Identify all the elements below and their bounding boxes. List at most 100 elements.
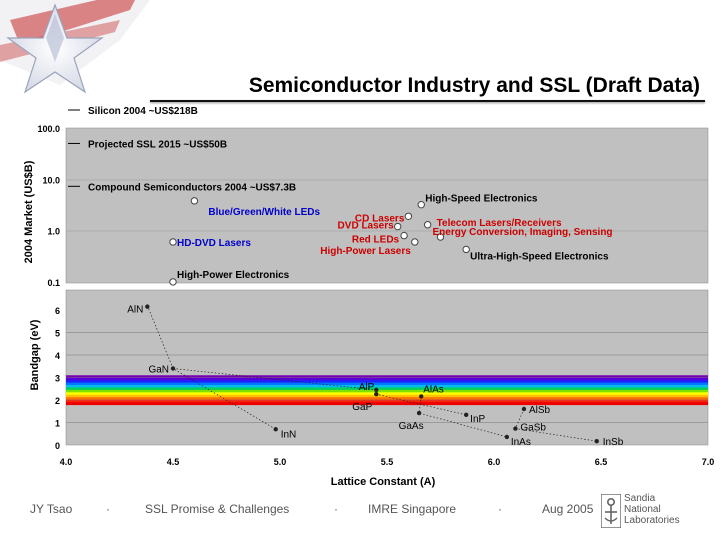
bandgap-point: [374, 387, 379, 393]
market-point-label: Ultra-High-Speed Electronics: [470, 251, 609, 262]
footer-separator: ·: [106, 502, 110, 516]
logo-line: National: [624, 504, 661, 515]
footer-author: JY Tsao: [30, 502, 73, 516]
bandgap-point: [463, 412, 469, 418]
alloy-curve: [418, 396, 507, 438]
market-point: [411, 238, 419, 246]
bandgap-y-tick-label: 1: [55, 419, 60, 429]
spectrum-stripe: [66, 385, 708, 389]
market-point: [404, 212, 413, 220]
market-point: [169, 278, 177, 286]
bandgap-point-label: AlN: [127, 305, 143, 316]
bandgap-x-tick-label: 4.0: [60, 457, 73, 467]
bandgap-point-label: AlSb: [529, 405, 551, 416]
footer-topic: SSL Promise & Challenges: [145, 502, 290, 516]
bandgap-point: [513, 426, 518, 431]
market-y-tick-label: 0.1: [47, 278, 60, 288]
bandgap-y-tick-label: 3: [55, 374, 60, 384]
bandgap-y-tick-label: 0: [55, 441, 60, 451]
market-point-label: Energy Conversion, Imaging, Sensing: [433, 227, 613, 238]
bandgap-x-tick-label: 5.0: [274, 457, 287, 467]
spectrum-stripe: [66, 402, 708, 406]
bandgap-point-label: InN: [281, 429, 297, 440]
market-y-tick-label: 1.0: [47, 227, 60, 237]
visible-spectrum-band: [66, 375, 708, 406]
bandgap-point-label: InSb: [603, 437, 624, 448]
reference-line-label: Projected SSL 2015 ~US$50B: [88, 139, 227, 150]
bandgap-point: [273, 427, 278, 432]
bandgap-point-label: AlAs: [423, 384, 444, 395]
market-y-tick-label: 10.0: [42, 175, 60, 185]
reference-line-label: Silicon 2004 ~US$218B: [88, 106, 198, 117]
market-point-label: High-Speed Electronics: [425, 194, 538, 205]
market-point: [462, 245, 470, 254]
footer-separator: ·: [498, 502, 502, 516]
bandgap-point: [374, 391, 379, 397]
market-point-label: Red LEDs: [352, 235, 400, 246]
bandgap-x-axis-label: Lattice Constant (A): [331, 476, 436, 488]
bandgap-point-label: GaN: [148, 365, 169, 376]
spectrum-stripe: [66, 377, 708, 381]
market-point-label: High-Power Electronics: [177, 270, 290, 281]
bandgap-point: [145, 304, 150, 309]
bandgap-x-tick-label: 5.5: [381, 457, 394, 467]
bandgap-point: [170, 366, 176, 371]
alloy-curve: [146, 305, 276, 430]
market-point-label: DVD Lasers: [338, 221, 395, 232]
bandgap-gridlines: [66, 332, 708, 423]
spectrum-stripe: [66, 382, 708, 386]
bandgap-y-tick-label: 2: [55, 396, 60, 406]
bandgap-x-tick-label: 4.5: [167, 457, 180, 467]
footer-date: Aug 2005: [542, 502, 594, 516]
market-point: [400, 231, 408, 240]
bandgap-y-tick-label: 5: [55, 329, 60, 339]
spectrum-stripe: [66, 399, 708, 403]
spectrum-stripe: [66, 387, 708, 391]
market-point: [190, 197, 199, 205]
market-point: [417, 200, 425, 209]
bandgap-point: [416, 410, 422, 416]
title-rule: [150, 100, 705, 102]
spectrum-stripe: [66, 380, 708, 384]
bandgap-point-label: InP: [470, 414, 485, 425]
slide-title: Semiconductor Industry and SSL (Draft Da…: [248, 74, 700, 97]
chart: 100.0 10.0 1.0 0.1 Silicon 2004 ~US$218B Proj…: [23, 106, 714, 488]
market-point-label: CD Lasers: [355, 213, 405, 224]
bandgap-x-tick-label: 6.0: [488, 457, 501, 467]
bandgap-point-label: GaP: [352, 402, 372, 413]
market-point-label: Telecom Lasers/Receivers: [437, 218, 562, 229]
market-point: [423, 221, 432, 229]
spectrum-stripe: [66, 389, 708, 393]
sandia-logo-icon: [601, 494, 621, 528]
bandgap-point: [504, 434, 510, 440]
logo-line: Laboratories: [624, 515, 680, 526]
bandgap-y-axis-label: Bandgap (eV): [29, 319, 41, 390]
market-y-tick-label: 100.0: [37, 124, 60, 134]
bandgap-x-axis: 0 1 2 3 4 5 6 4.0 4.5 5.0 5.5 6.0 6.5 7.0: [55, 306, 714, 467]
bandgap-point-label: InAs: [511, 437, 531, 448]
bandgap-layer: AlN GaN InN AlP GaP AlAs GaAs InP AlSb GaSb InAs In…: [127, 304, 624, 448]
star-logo-icon: [0, 0, 150, 94]
market-point: [394, 222, 402, 231]
bandgap-point-label: GaSb: [520, 423, 546, 434]
market-y-axis-label: 2004 Market (US$B): [23, 160, 35, 263]
spectrum-stripe: [66, 392, 708, 396]
market-point-label: HD-DVD Lasers: [177, 238, 251, 249]
spectrum-stripe: [66, 397, 708, 401]
bandgap-point: [594, 438, 599, 444]
alloy-curve: [172, 368, 377, 391]
market-point-label: Blue/Green/White LEDs: [208, 207, 320, 218]
bandgap-point: [521, 406, 527, 412]
market-point-label: High-Power Lasers: [320, 246, 411, 257]
footer-separator: ·: [334, 502, 338, 516]
logo-line: Sandia: [624, 493, 656, 504]
bandgap-point-label: GaAs: [399, 421, 424, 432]
spectrum-stripe: [66, 375, 708, 379]
bandgap-point: [419, 394, 424, 399]
bandgap-y-tick-label: 6: [55, 306, 60, 316]
market-panel-background: [65, 127, 709, 284]
market-point: [169, 238, 177, 246]
reference-line-label: Compound Semiconductors 2004 ~US$7.3B: [88, 182, 296, 193]
market-layer: 100.0 10.0 1.0 0.1 Silicon 2004 ~US$218B Proj…: [37, 106, 612, 288]
